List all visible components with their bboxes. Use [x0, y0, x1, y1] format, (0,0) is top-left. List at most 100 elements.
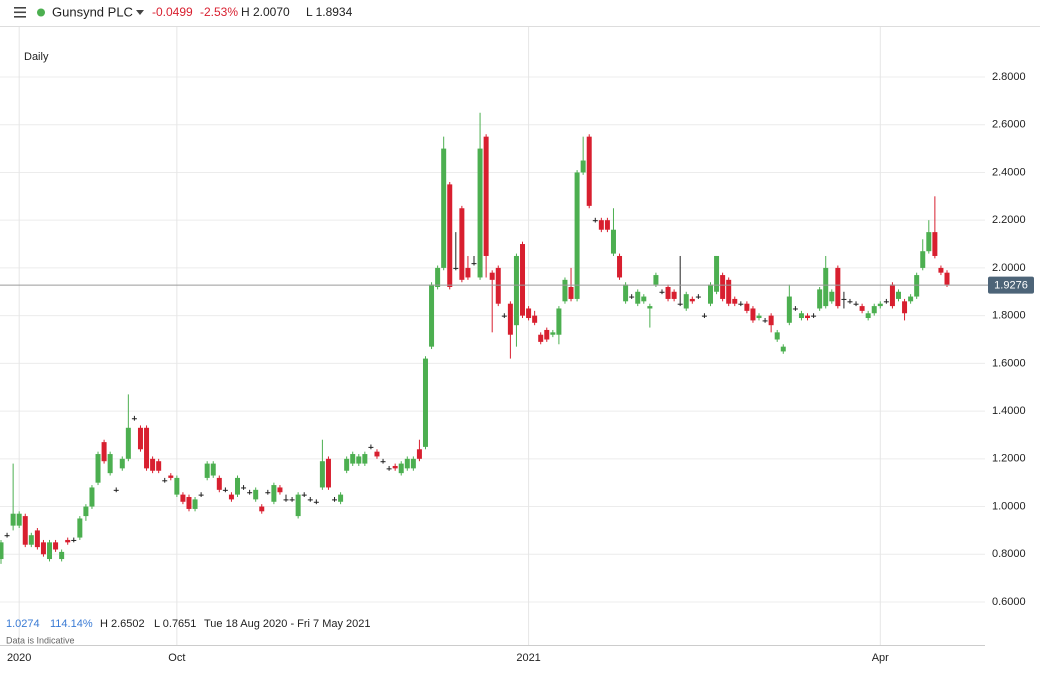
y-tick-label: 1.0000 — [992, 500, 1026, 512]
candle-body — [144, 427, 150, 469]
candle-body — [313, 501, 319, 503]
candle-body — [325, 458, 331, 488]
candle-body — [235, 477, 240, 495]
candle-body — [580, 160, 586, 173]
candle-body — [77, 518, 83, 538]
candle-body — [204, 463, 210, 478]
candle-body — [841, 298, 847, 300]
candle-body — [835, 267, 841, 307]
candle-body — [938, 267, 944, 273]
y-tick-label: 2.4000 — [992, 166, 1026, 178]
candle-body — [113, 489, 119, 491]
candle-body — [277, 487, 283, 493]
candle-body — [253, 489, 259, 500]
x-tick-label: Apr — [872, 652, 889, 664]
candle-body — [629, 296, 635, 298]
candle-body — [762, 320, 768, 322]
candle-body — [495, 267, 501, 304]
candle-body — [465, 267, 471, 278]
candle-body — [895, 291, 901, 299]
candle-body — [714, 255, 720, 292]
candle-body — [398, 463, 404, 474]
candle-body — [374, 451, 380, 457]
y-tick-label: 1.6000 — [992, 357, 1026, 369]
candle-body — [95, 454, 101, 483]
candle-body — [689, 298, 695, 302]
candle-body — [0, 542, 4, 560]
candles — [0, 112, 988, 564]
candle-body — [902, 301, 908, 314]
candle-body — [653, 275, 659, 285]
candle-body — [174, 477, 180, 495]
y-tick-label: 0.6000 — [992, 596, 1026, 608]
range-change-pct: 114.14% — [50, 618, 93, 630]
candle-body — [410, 458, 416, 469]
candle-body — [604, 220, 610, 230]
change: -0.0499 — [152, 5, 193, 19]
candle-body — [853, 303, 859, 305]
candle-body — [216, 477, 222, 490]
candle-body — [131, 418, 137, 420]
candle-body — [47, 542, 53, 560]
candle-body — [926, 232, 932, 252]
candle-body — [877, 303, 883, 307]
candle-body — [720, 275, 726, 299]
last-price-box — [988, 276, 1034, 294]
candle-body — [137, 427, 143, 450]
candle-body — [914, 275, 920, 297]
candle-body — [507, 303, 513, 335]
instrument-name[interactable]: Gunsynd PLC — [52, 4, 133, 19]
day-low: L 1.8934 — [306, 5, 353, 19]
candle-body — [647, 306, 653, 309]
candle-body — [920, 251, 926, 268]
candle-body — [859, 306, 865, 311]
candle-body — [532, 315, 538, 323]
candle-body — [829, 291, 835, 302]
candle-body — [247, 492, 253, 494]
candle-body — [338, 494, 344, 502]
candle-body — [732, 298, 738, 304]
menu-bar — [14, 16, 26, 18]
candle-body — [150, 458, 156, 471]
candle-body — [708, 284, 713, 304]
candle-body — [726, 279, 732, 304]
candle-body — [520, 244, 526, 316]
candle-body — [198, 494, 204, 496]
candle-body — [319, 461, 325, 488]
y-tick-label: 2.2000 — [992, 214, 1026, 226]
candle-body — [422, 358, 428, 447]
candle-body — [805, 315, 811, 319]
labels: 0.6000 0.8000 1.0000 1.2000 1.4000 1.6000 1.80… — [7, 71, 1034, 664]
candle-body — [416, 449, 422, 459]
candle-body — [392, 465, 398, 469]
candle-body — [22, 516, 28, 545]
candle-body — [817, 289, 823, 309]
candle-body — [156, 461, 162, 471]
candle-body — [811, 315, 817, 317]
candle-body — [847, 301, 853, 303]
y-tick-label: 1.2000 — [992, 453, 1026, 465]
candle-body — [65, 539, 71, 543]
candle-body — [301, 494, 307, 496]
candle-body — [871, 306, 877, 314]
candle-body — [259, 506, 265, 512]
candle-body — [932, 232, 938, 256]
candle-body — [119, 458, 125, 469]
x-tick-label: 2020 — [7, 652, 31, 664]
candle-body — [344, 458, 350, 471]
candle-body — [101, 442, 107, 462]
candle-body — [368, 446, 374, 448]
x-tick-label: Oct — [168, 652, 185, 664]
candle-body — [162, 480, 168, 482]
candle-body — [544, 329, 550, 340]
x-tick-label: 2021 — [516, 652, 540, 664]
dropdown-caret[interactable] — [136, 10, 144, 15]
candle-body — [780, 346, 786, 352]
candle-body — [107, 454, 113, 474]
candle-body — [477, 148, 483, 278]
range-change: 1.0274 — [6, 618, 40, 630]
candle-body — [635, 291, 641, 304]
menu-icon[interactable] — [14, 7, 26, 18]
